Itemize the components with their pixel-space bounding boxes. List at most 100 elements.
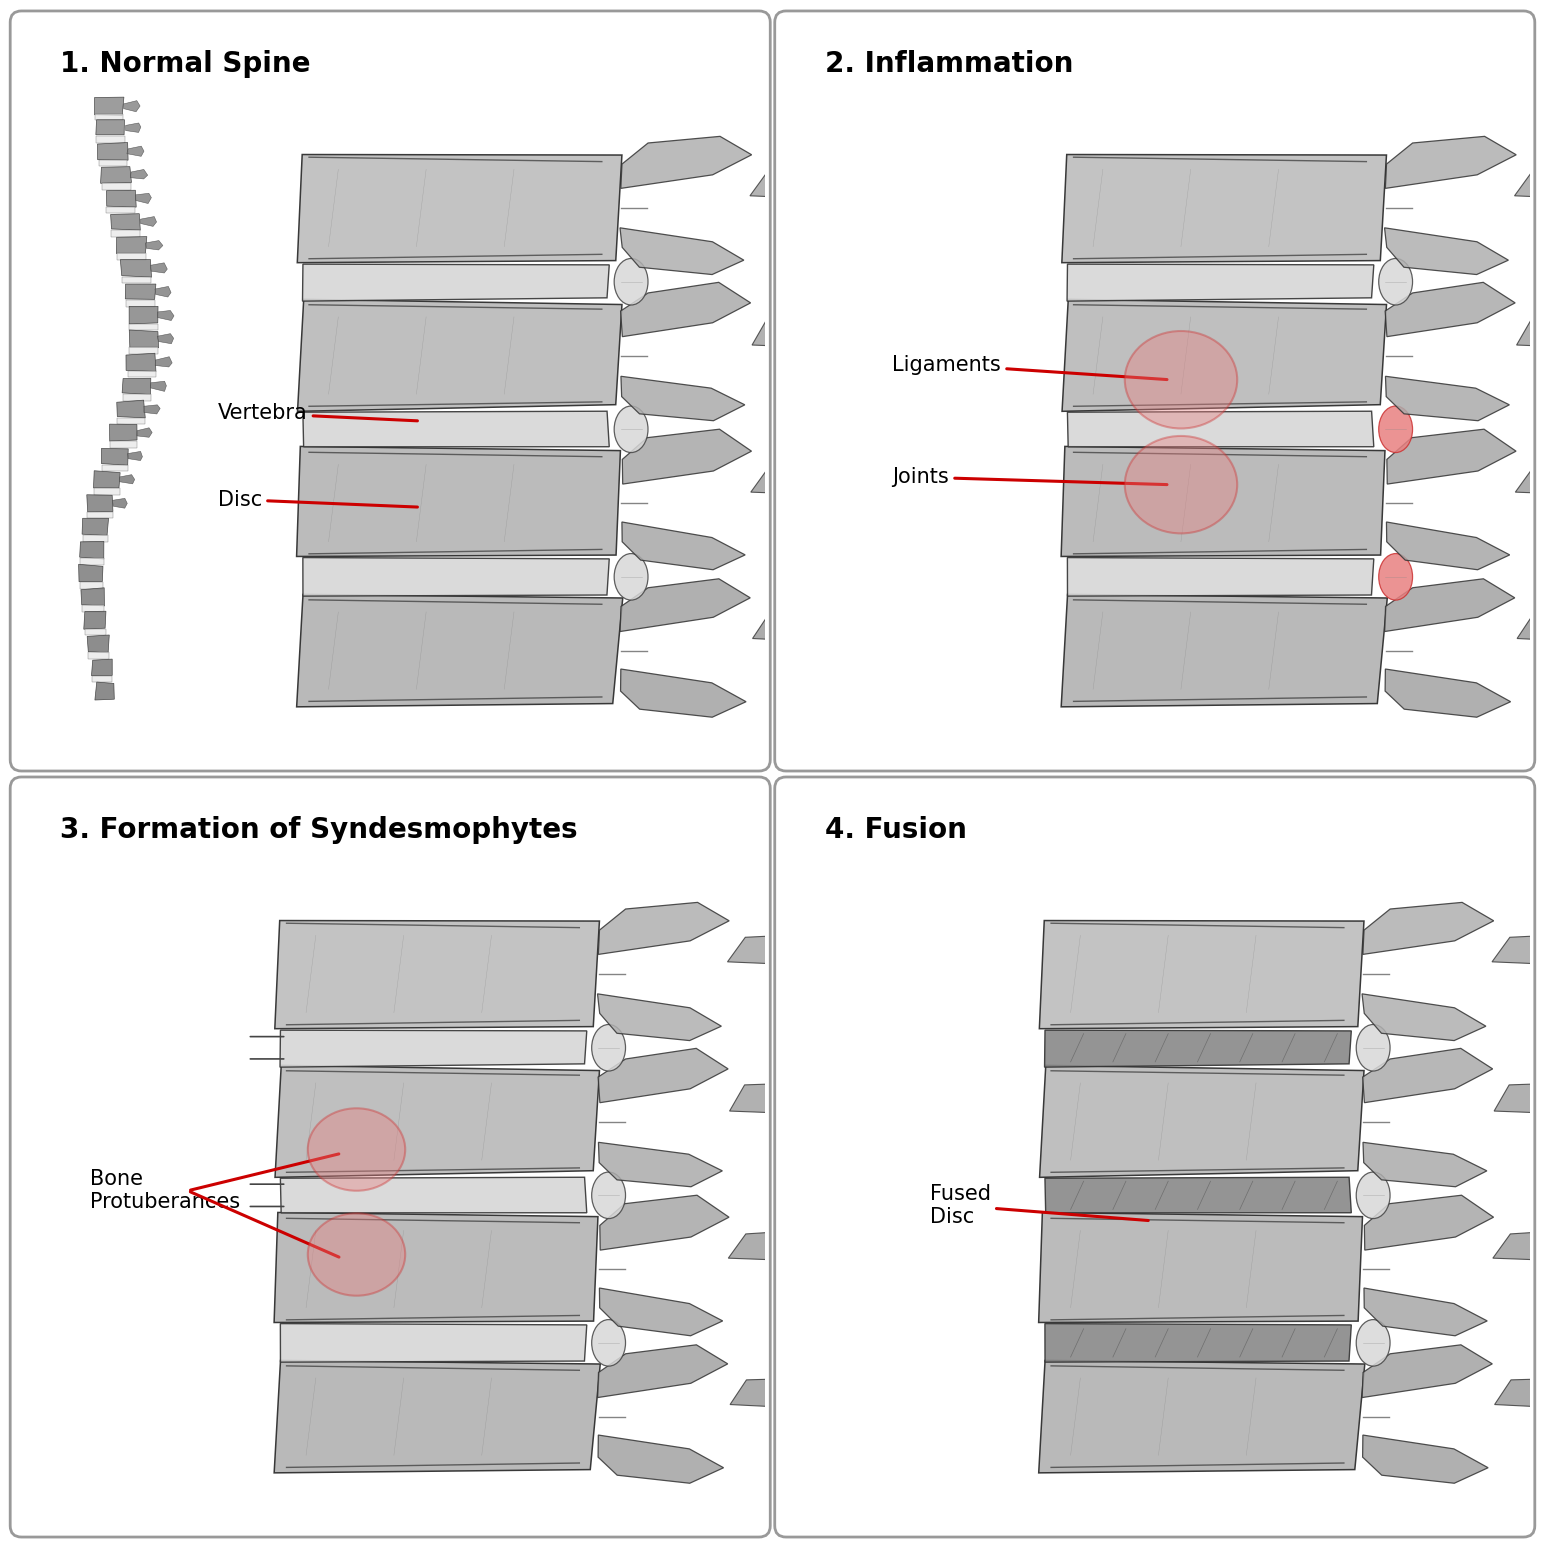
Polygon shape (728, 930, 908, 968)
Bar (111, 231, 141, 237)
Polygon shape (96, 119, 125, 135)
Polygon shape (125, 122, 141, 133)
Polygon shape (297, 594, 623, 707)
Polygon shape (1044, 1176, 1352, 1212)
Ellipse shape (307, 1214, 405, 1296)
Polygon shape (1514, 164, 1545, 201)
Polygon shape (110, 424, 138, 441)
Polygon shape (303, 265, 609, 302)
Polygon shape (1386, 522, 1509, 570)
Polygon shape (87, 635, 110, 653)
Polygon shape (128, 452, 142, 461)
Polygon shape (1061, 446, 1384, 556)
Polygon shape (122, 378, 151, 395)
Bar (117, 254, 145, 260)
Ellipse shape (1357, 1172, 1390, 1218)
FancyBboxPatch shape (774, 11, 1534, 771)
Polygon shape (273, 1361, 601, 1472)
Polygon shape (127, 146, 144, 156)
Polygon shape (275, 1065, 599, 1178)
Polygon shape (97, 142, 128, 159)
Polygon shape (1363, 994, 1486, 1040)
Text: 2. Inflammation: 2. Inflammation (825, 50, 1074, 77)
Polygon shape (598, 1048, 728, 1102)
Polygon shape (116, 237, 147, 254)
Bar (82, 605, 104, 611)
Polygon shape (125, 285, 156, 299)
Text: 4. Fusion: 4. Fusion (825, 816, 967, 844)
Bar (124, 395, 151, 401)
Polygon shape (621, 669, 746, 717)
Polygon shape (150, 263, 167, 272)
Polygon shape (297, 446, 621, 556)
Ellipse shape (592, 1172, 626, 1218)
Polygon shape (130, 307, 158, 324)
Polygon shape (113, 498, 127, 508)
Polygon shape (1384, 228, 1508, 274)
Polygon shape (138, 427, 151, 437)
Polygon shape (1363, 902, 1494, 955)
Polygon shape (1492, 930, 1545, 968)
Ellipse shape (1125, 437, 1238, 534)
Text: Disc: Disc (218, 489, 417, 509)
Polygon shape (1363, 1435, 1488, 1483)
Bar (88, 652, 110, 659)
Ellipse shape (1357, 1319, 1390, 1367)
Polygon shape (273, 1212, 598, 1322)
Polygon shape (94, 98, 124, 116)
Polygon shape (1068, 557, 1374, 596)
Bar (117, 418, 145, 424)
Bar (96, 136, 125, 142)
Polygon shape (728, 1226, 907, 1263)
Polygon shape (127, 353, 156, 372)
Bar (94, 115, 124, 119)
Polygon shape (1068, 412, 1374, 447)
Polygon shape (130, 169, 148, 180)
Polygon shape (1492, 1226, 1545, 1263)
Polygon shape (752, 314, 932, 350)
Polygon shape (620, 579, 751, 632)
FancyBboxPatch shape (774, 777, 1534, 1537)
Ellipse shape (592, 1319, 626, 1367)
Polygon shape (1040, 921, 1364, 1029)
Polygon shape (1044, 1324, 1352, 1362)
Polygon shape (158, 334, 173, 344)
Polygon shape (136, 194, 151, 203)
Polygon shape (1494, 1376, 1545, 1412)
Text: 3. Formation of Syndesmophytes: 3. Formation of Syndesmophytes (60, 816, 578, 844)
Polygon shape (94, 683, 114, 700)
Polygon shape (121, 260, 151, 277)
Bar (80, 582, 104, 588)
Polygon shape (598, 1345, 728, 1398)
Bar (99, 159, 127, 166)
Polygon shape (107, 190, 136, 207)
Polygon shape (1068, 265, 1374, 302)
Polygon shape (150, 381, 167, 392)
Polygon shape (158, 311, 175, 320)
Ellipse shape (1125, 331, 1238, 429)
Bar (80, 559, 105, 565)
Polygon shape (1044, 1029, 1352, 1067)
Text: Fused
Disc: Fused Disc (930, 1184, 1148, 1228)
Polygon shape (1384, 579, 1514, 632)
Bar (93, 676, 113, 683)
Ellipse shape (1378, 406, 1412, 452)
Ellipse shape (592, 1025, 626, 1071)
Polygon shape (1387, 429, 1516, 485)
Ellipse shape (1378, 259, 1412, 305)
Polygon shape (124, 101, 141, 111)
Polygon shape (1363, 1142, 1486, 1187)
Ellipse shape (615, 259, 647, 305)
Polygon shape (1516, 460, 1545, 497)
Polygon shape (621, 136, 752, 189)
Bar (128, 372, 156, 378)
Polygon shape (749, 164, 930, 201)
Polygon shape (117, 399, 145, 418)
Polygon shape (751, 460, 930, 497)
Text: Joints: Joints (893, 467, 1166, 488)
Polygon shape (731, 1376, 907, 1412)
Polygon shape (102, 449, 128, 466)
Polygon shape (1363, 1048, 1492, 1102)
Polygon shape (1061, 594, 1387, 707)
Text: Ligaments: Ligaments (893, 354, 1166, 379)
